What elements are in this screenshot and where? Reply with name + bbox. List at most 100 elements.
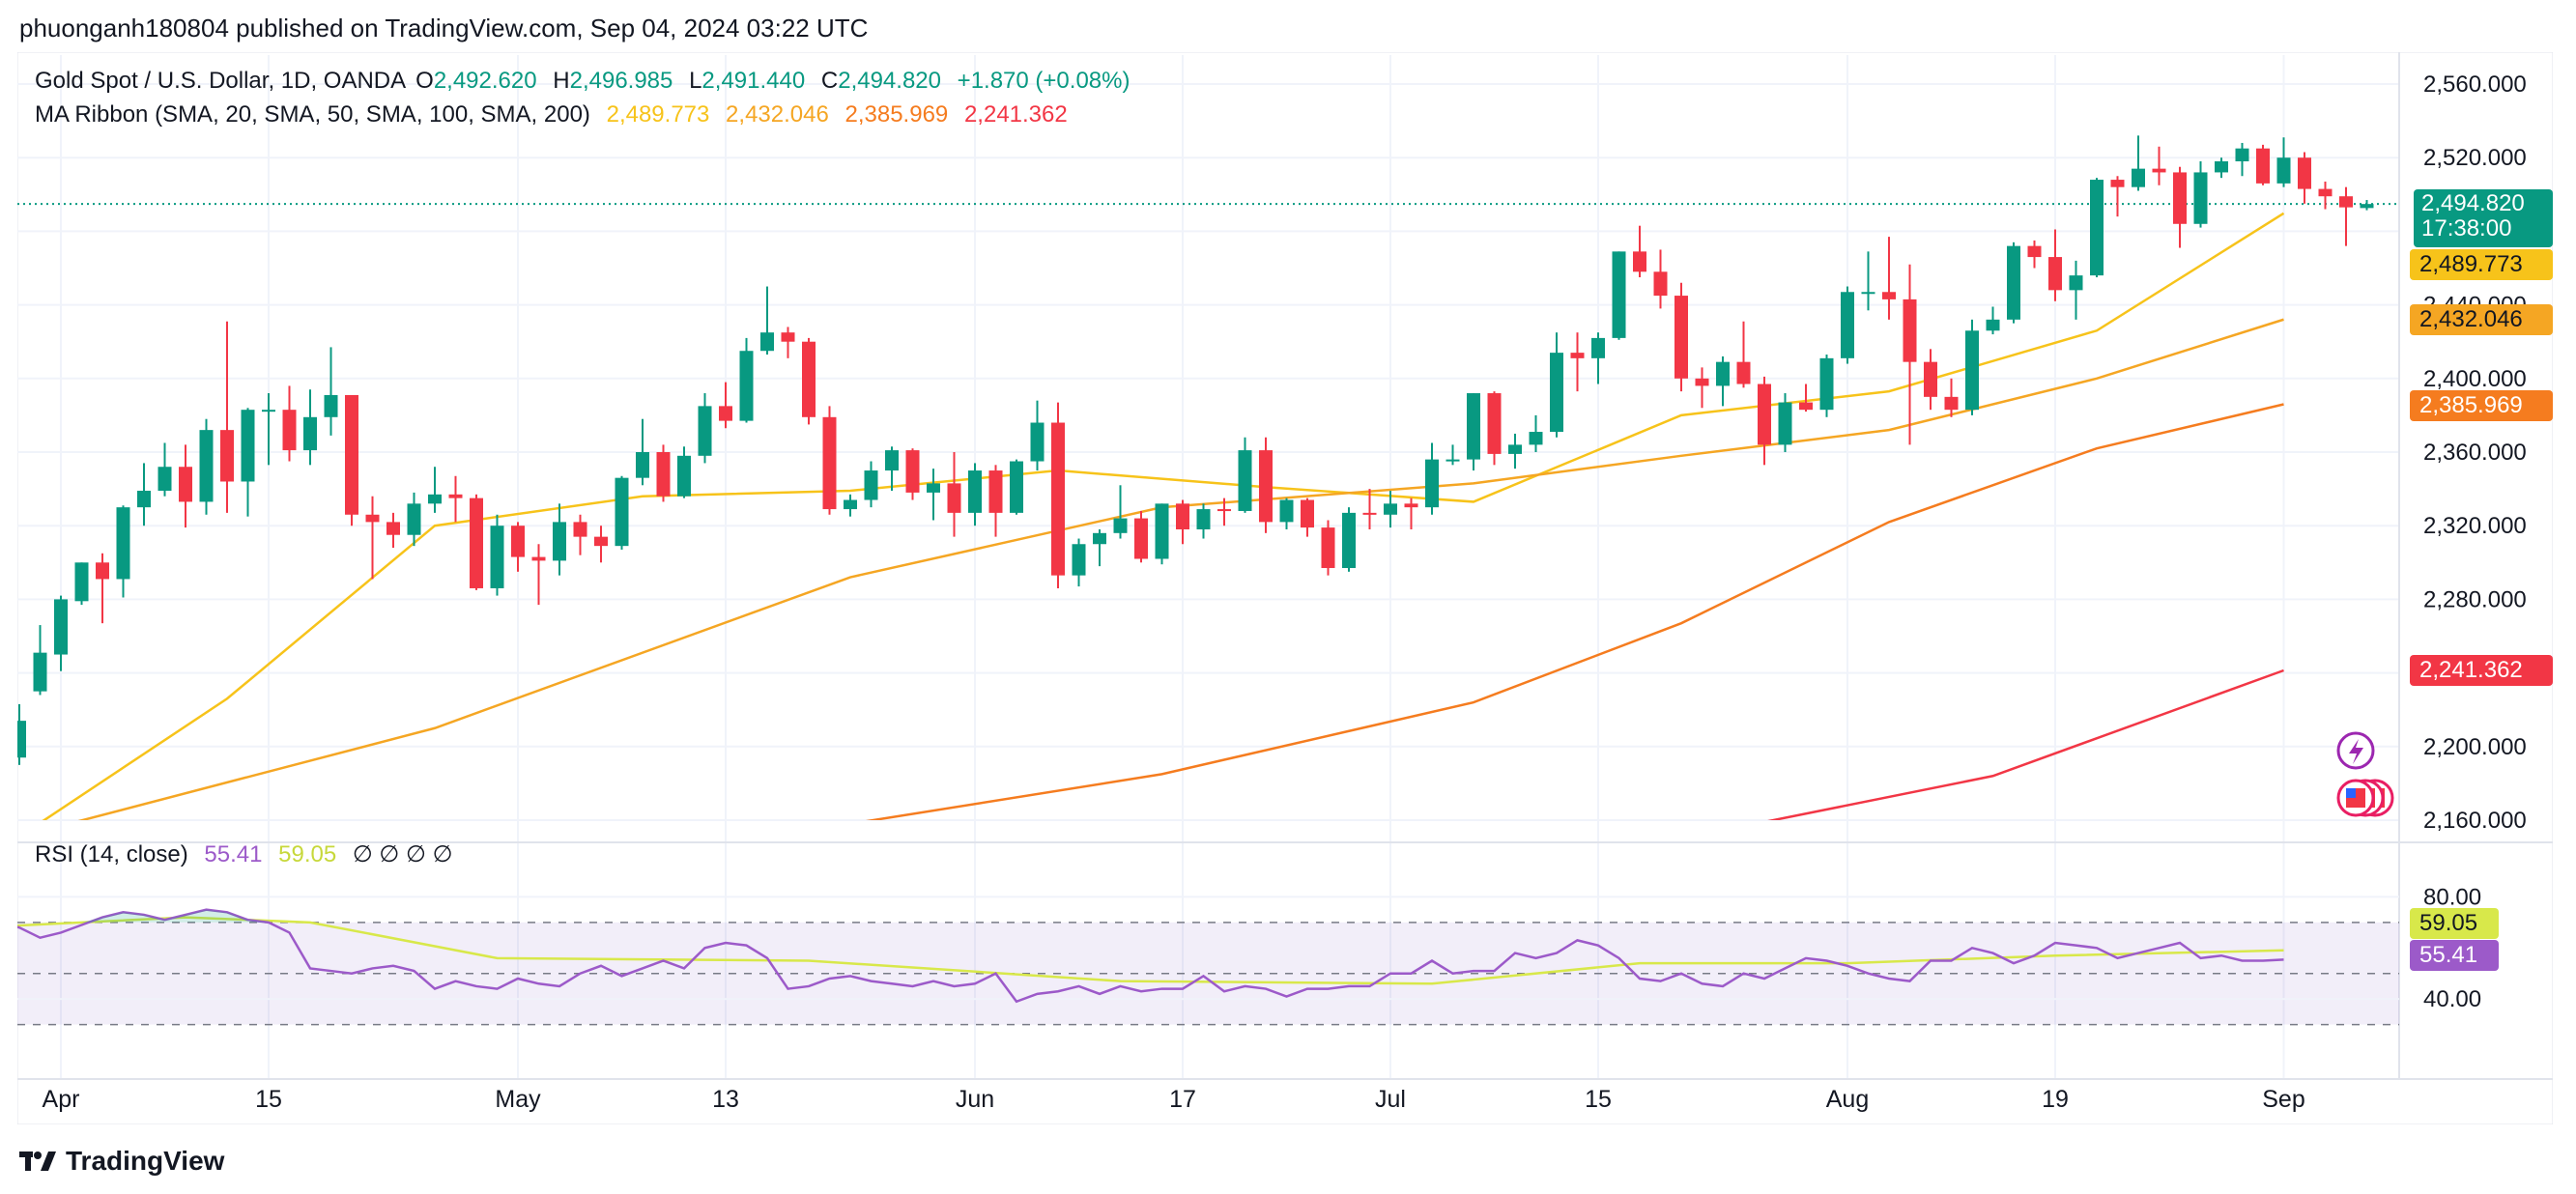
candle-body — [1986, 319, 2000, 331]
candle-body — [1570, 353, 1585, 358]
candle-body — [1051, 422, 1065, 576]
rsi-ma-value: 59.05 — [278, 841, 337, 867]
candle-body — [1799, 402, 1813, 411]
candle-body — [1841, 292, 1854, 358]
candle-body — [33, 652, 47, 692]
candle-body — [1093, 532, 1106, 545]
candle-body — [2215, 161, 2228, 173]
candle-body — [1259, 450, 1273, 523]
us-flag-canton — [2346, 788, 2356, 798]
candle-body — [490, 526, 504, 588]
flash-icon-bolt — [2349, 739, 2363, 764]
candle-body — [2132, 168, 2145, 187]
rsi-ma-badge: 59.05 — [2410, 908, 2499, 939]
date-tick-label: 17 — [1169, 1086, 1196, 1113]
candle-body — [594, 536, 608, 547]
candle-body — [1716, 361, 1730, 386]
date-tick-label: 13 — [712, 1086, 739, 1113]
price-tick-label: 2,520.000 — [2423, 145, 2527, 171]
date-tick-label: 19 — [2042, 1086, 2069, 1113]
candle-body — [2173, 172, 2187, 224]
candle-body — [2276, 157, 2291, 184]
candle-body — [1487, 393, 1502, 454]
candle-body — [2069, 275, 2083, 291]
last-price-badge: 2,494.820 17:38:00 — [2414, 189, 2553, 247]
countdown-value: 17:38:00 — [2421, 215, 2512, 242]
candle-body — [1301, 499, 1314, 528]
candle-body — [1653, 271, 1668, 297]
candle-body — [1279, 499, 1294, 523]
date-tick-label: Sep — [2262, 1086, 2304, 1113]
candle-body — [1633, 251, 1646, 272]
candle-body — [1072, 544, 1086, 576]
candle-body — [448, 494, 463, 498]
ma-line-2 — [77, 318, 2284, 820]
candle-body — [1882, 292, 1896, 299]
candle-body — [282, 410, 297, 451]
ma-line-4 — [1767, 668, 2284, 820]
candle-body — [1736, 361, 1751, 384]
candle-body — [2152, 168, 2166, 173]
candle-body — [531, 556, 546, 561]
ma50-badge: 2,432.046 — [2410, 304, 2553, 335]
chart-canvas[interactable]: 2,560.0002,520.0002,480.0002,440.0002,40… — [17, 52, 2553, 1124]
ma20-badge: 2,489.773 — [2410, 249, 2553, 280]
candle-body — [1176, 503, 1189, 530]
candle-body — [1903, 298, 1917, 362]
candle-body — [1550, 353, 1563, 433]
rsi-line — [17, 908, 2284, 1004]
candle-body — [262, 410, 275, 412]
candle-body — [345, 394, 358, 515]
candle-body — [511, 526, 525, 557]
candle-body — [1404, 503, 1418, 508]
candle-body — [573, 522, 587, 537]
flash-icon — [2336, 731, 2375, 770]
candle-body — [553, 522, 566, 561]
rsi-title: RSI (14, close) — [35, 841, 188, 867]
open-label: O — [415, 68, 434, 94]
candle-body — [677, 455, 691, 497]
candle-body — [988, 470, 1003, 513]
ma100-value: 2,385.969 — [844, 101, 949, 128]
candle-body — [220, 430, 234, 482]
candle-body — [760, 332, 774, 352]
candle-body — [2256, 148, 2270, 184]
rsi-tick-label: 40.00 — [2423, 986, 2481, 1012]
candle-body — [1612, 251, 1626, 338]
rsi-ma-line — [17, 916, 2284, 985]
candle-body — [365, 514, 380, 523]
candle-body — [968, 470, 982, 513]
date-tick-label: Aug — [1826, 1086, 1869, 1113]
candle-body — [199, 430, 214, 502]
date-tick-label: 15 — [255, 1086, 282, 1113]
candle-body — [1217, 509, 1231, 512]
ma-title: MA Ribbon (SMA, 20, SMA, 50, SMA, 100, S… — [35, 101, 590, 128]
candle-body — [2110, 180, 2125, 187]
candle-body — [1238, 450, 1252, 511]
candle-body — [905, 450, 920, 493]
candle-body — [864, 470, 878, 500]
candle-body — [1113, 518, 1128, 533]
ma200-badge: 2,241.362 — [2410, 655, 2553, 686]
price-tick-label: 2,200.000 — [2423, 734, 2527, 760]
price-tick-label: 2,560.000 — [2423, 71, 2527, 98]
last-price-value: 2,494.820 — [2421, 190, 2525, 216]
ma-ribbon-legend: MA Ribbon (SMA, 20, SMA, 50, SMA, 100, S… — [35, 101, 1077, 128]
candle-body — [1529, 432, 1543, 445]
high-label: H — [553, 68, 570, 94]
chart-panel[interactable]: 2,560.0002,520.0002,480.0002,440.0002,40… — [17, 52, 2553, 1124]
candle-body — [157, 467, 172, 492]
candle-body — [1342, 512, 1356, 569]
candle-body — [1362, 512, 1377, 515]
rsi-value: 55.41 — [204, 841, 263, 867]
candle-body — [407, 503, 421, 535]
price-tick-label: 2,400.000 — [2423, 366, 2527, 392]
candle-body — [241, 410, 255, 482]
high-value: 2,496.985 — [569, 68, 673, 94]
date-tick-label: Jul — [1375, 1086, 1406, 1113]
candle-body — [1321, 527, 1335, 569]
candle-body — [2235, 148, 2249, 162]
ma50-value: 2,432.046 — [726, 101, 829, 128]
rsi-badge: 55.41 — [2410, 940, 2499, 971]
open-value: 2,492.620 — [433, 68, 537, 94]
